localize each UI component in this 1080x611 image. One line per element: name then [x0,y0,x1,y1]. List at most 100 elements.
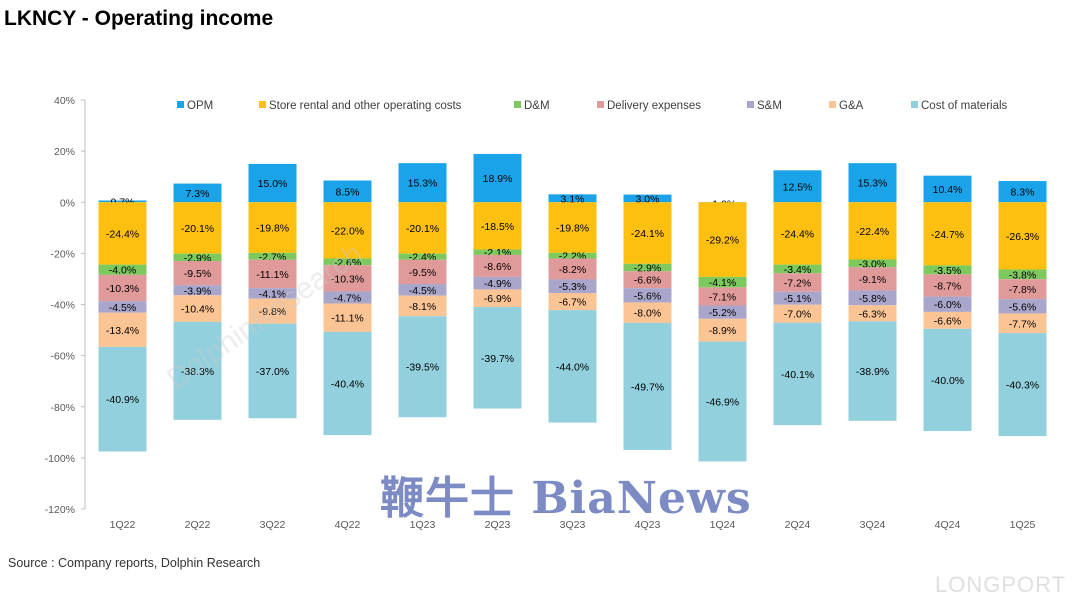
source-note: Source : Company reports, Dolphin Resear… [8,556,261,570]
data-label: -10.3% [331,273,364,285]
bar-segment [248,323,297,419]
bar-segment [98,274,147,302]
data-label: -11.1% [331,313,364,325]
data-label: -22.4% [856,226,889,238]
bar-segment [473,307,522,409]
bar-segment [773,264,822,274]
data-label: 8.5% [336,186,360,198]
data-label: -6.6% [934,315,961,327]
bar-segment [998,279,1047,300]
bar-segment [323,258,372,266]
legend-label: G&A [839,100,864,112]
data-label: -4.7% [334,292,361,304]
data-label: -40.9% [106,394,139,406]
bar-segment [548,202,597,253]
bar-segment [773,170,822,203]
bar-segment [548,194,597,203]
bar-segment [848,321,897,421]
data-label: -9.5% [409,267,436,279]
data-label: -9.1% [859,274,886,286]
bar-segment [323,180,372,203]
legend-label: Delivery expenses [607,100,701,112]
y-tick-label: -40% [50,300,75,312]
y-tick-label: 40% [54,95,75,107]
bar-segment [848,202,897,260]
y-tick-label: -20% [50,248,75,260]
bar-segment [98,264,147,275]
bar-segment [923,265,972,275]
data-label: -40.0% [931,375,964,387]
data-label: -24.1% [631,228,664,240]
bar-segment [473,289,522,308]
data-label: -13.4% [106,325,139,337]
data-label: -4.5% [109,302,136,314]
data-label: -6.0% [934,299,961,311]
bar-segment [998,181,1047,203]
data-label: -39.5% [406,362,439,374]
bar-segment [548,252,597,259]
x-tick-label: 1Q25 [1010,519,1036,531]
bar-segment [323,303,372,332]
legend-label: D&M [524,100,550,112]
data-label: -9.8% [259,306,286,318]
bar-segment [323,265,372,292]
data-label: -18.5% [481,221,514,233]
bar-segment [248,298,297,324]
bar-segment [998,202,1047,270]
data-label: -4.1% [259,288,286,300]
data-label: -10.3% [106,283,139,295]
bar-segment [173,261,222,286]
bar-segment [773,273,822,292]
data-label: -3.4% [784,264,811,276]
bar-segment [473,202,522,250]
x-tick-label: 2Q23 [485,519,511,531]
data-label: -6.7% [559,297,586,309]
data-label: -8.9% [709,325,736,337]
legend-swatch [747,101,754,108]
bar-segment [698,287,747,306]
x-tick-label: 1Q23 [410,519,436,531]
bar-segment [398,202,447,254]
y-tick-label: 0% [60,197,75,209]
data-label: -3.8% [1009,269,1036,281]
bar-segment [998,299,1047,314]
bar-segment [248,202,297,253]
data-label: -20.1% [406,223,439,235]
data-label: 15.3% [858,178,888,190]
bar-segment [98,346,147,452]
data-label: -40.1% [781,369,814,381]
data-label: -44.0% [556,361,589,373]
data-label: -7.7% [1009,318,1036,330]
data-label: -4.1% [709,277,736,289]
legend-swatch [829,101,836,108]
bar-segment [473,249,522,255]
bar-segment [548,258,597,280]
bar-segment [848,259,897,268]
x-tick-label: 1Q24 [710,519,736,531]
data-label: -7.0% [784,309,811,321]
data-label: -5.6% [634,290,661,302]
data-label: 10.4% [933,184,963,196]
bar-segment [623,302,672,323]
bar-segment [623,288,672,303]
bar-segment [248,252,297,260]
data-label: -22.0% [331,225,364,237]
bar-segment [998,269,1047,280]
legend-swatch [259,101,266,108]
bar-segment [773,322,822,426]
bar-segment [623,263,672,272]
data-label: -9.5% [184,268,211,280]
longport-watermark: LONGPORT [935,572,1067,597]
data-label: -7.8% [1009,284,1036,296]
chart-title: LKNCY - Operating income [4,7,274,30]
bar-segment [923,328,972,432]
bar-segment [98,202,147,265]
data-label: -3.5% [934,265,961,277]
bar-segment [323,291,372,304]
bar-segment [173,202,222,254]
data-label: 18.9% [483,173,513,185]
data-label: -8.1% [409,301,436,313]
y-tick-label: -80% [50,402,75,414]
bar-segment [848,267,897,291]
